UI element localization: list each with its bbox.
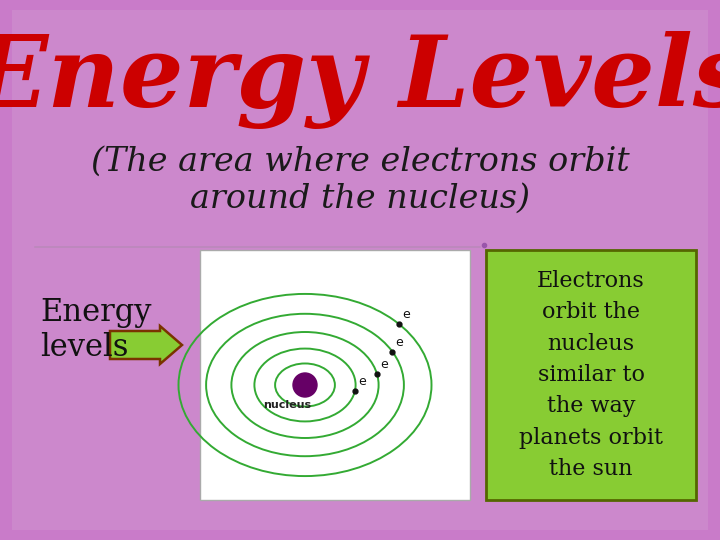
Text: e: e	[380, 358, 388, 371]
Text: e: e	[395, 335, 403, 348]
Text: Energy
levels: Energy levels	[40, 296, 151, 363]
Text: Energy Levels: Energy Levels	[0, 31, 720, 129]
Bar	[486, 250, 696, 500]
FancyArrow shape	[110, 326, 182, 364]
Text: e: e	[358, 375, 366, 388]
Circle shape	[293, 373, 317, 397]
Text: nucleus: nucleus	[263, 400, 311, 410]
Text: Electrons
orbit the
nucleus
similar to
the way
planets orbit
the sun: Electrons orbit the nucleus similar to t…	[519, 270, 663, 480]
Text: e: e	[402, 308, 410, 321]
Bar	[200, 250, 470, 500]
Text: (The area where electrons orbit
around the nucleus): (The area where electrons orbit around t…	[91, 145, 629, 214]
